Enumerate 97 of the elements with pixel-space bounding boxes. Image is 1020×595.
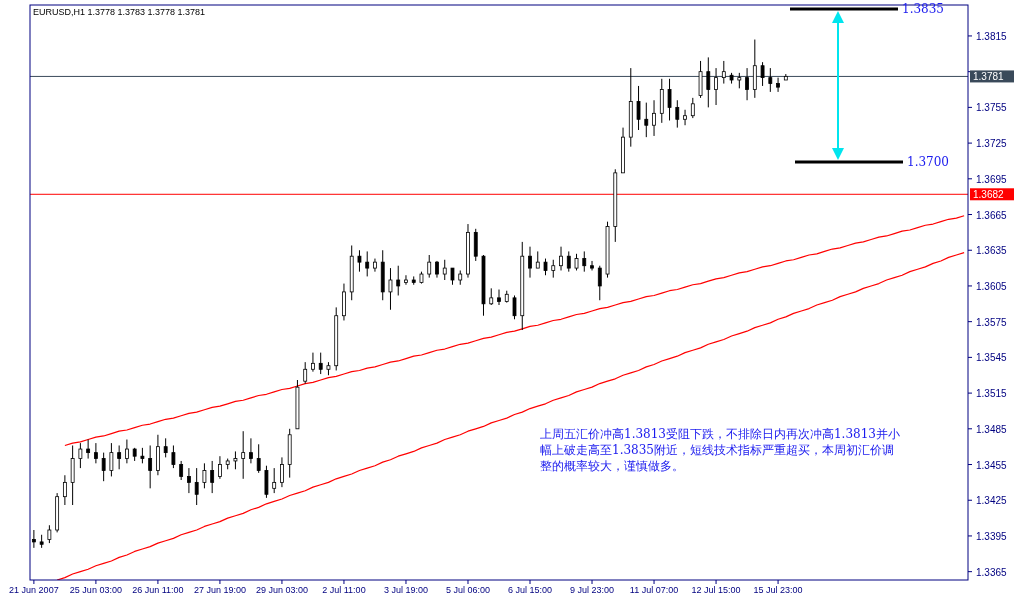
candlestick bbox=[714, 67, 718, 106]
x-tick-label: 2 Jul 11:00 bbox=[322, 585, 366, 595]
candlestick bbox=[163, 437, 168, 458]
annotation: 上周五汇价冲高1.3813受阻下跌，不排除日内再次冲高1.3813并小幅上破走高至1.3835附近，短线技术指标严重超买，本周初汇价调整的概率较大，谨慎做多。 bbox=[540, 426, 900, 474]
candlestick bbox=[303, 361, 308, 385]
candlestick bbox=[125, 439, 129, 464]
candlestick bbox=[706, 56, 711, 108]
candlestick bbox=[644, 102, 649, 138]
candlestick bbox=[566, 250, 571, 273]
candlestick bbox=[78, 442, 83, 469]
y-tick-label: 1.3425 bbox=[976, 495, 1008, 507]
candlestick bbox=[667, 78, 672, 121]
candlestick bbox=[760, 61, 765, 87]
candlestick bbox=[117, 444, 122, 470]
annotation: 1.3700 bbox=[907, 155, 949, 169]
ref-line-label: 1.3682 bbox=[973, 189, 1005, 201]
y-tick-label: 1.3365 bbox=[976, 566, 1008, 578]
x-tick-label: 11 Jul 07:00 bbox=[629, 585, 679, 595]
candlestick bbox=[342, 283, 346, 321]
chart-title: EURUSD,H1 1.3778 1.3783 1.3778 1.3781 bbox=[33, 7, 206, 17]
candlestick bbox=[776, 77, 780, 93]
y-tick-label: 1.3755 bbox=[976, 102, 1008, 114]
y-tick-label: 1.3695 bbox=[976, 173, 1008, 185]
candlestick bbox=[721, 60, 726, 85]
y-tick-label: 1.3635 bbox=[976, 245, 1008, 257]
x-tick-label: 12 Jul 15:00 bbox=[691, 585, 741, 595]
candlestick bbox=[365, 250, 370, 277]
y-tick-label: 1.3725 bbox=[976, 138, 1008, 150]
candlestick bbox=[404, 274, 408, 286]
candlestick bbox=[559, 246, 563, 271]
x-tick-label: 25 Jun 03:00 bbox=[69, 585, 122, 595]
candlestick bbox=[318, 352, 323, 375]
y-tick-label: 1.3485 bbox=[976, 423, 1008, 435]
x-tick-label: 27 Jun 19:00 bbox=[193, 585, 246, 595]
candlestick bbox=[528, 246, 532, 279]
candlestick bbox=[597, 265, 602, 301]
candlestick bbox=[148, 444, 153, 489]
candlestick bbox=[264, 465, 269, 499]
candlestick bbox=[652, 99, 656, 137]
candlestick bbox=[675, 99, 680, 129]
y-tick-label: 1.3815 bbox=[976, 30, 1008, 42]
candlestick bbox=[187, 467, 191, 494]
candlestick bbox=[357, 249, 362, 273]
candlestick bbox=[93, 442, 98, 464]
ref-line-label: 1.3781 bbox=[973, 71, 1005, 83]
x-tick-label: 21 Jun 2007 bbox=[9, 585, 59, 595]
candlestick bbox=[280, 456, 284, 488]
y-tick-label: 1.3605 bbox=[976, 280, 1008, 292]
y-tick-label: 1.3665 bbox=[976, 209, 1008, 221]
candlestick bbox=[241, 430, 246, 480]
annotation: 1.3835 bbox=[902, 2, 944, 16]
candlestick bbox=[768, 67, 773, 93]
candlestick bbox=[698, 60, 703, 99]
x-tick-label: 26 Jun 11:00 bbox=[132, 585, 184, 595]
candlestick bbox=[249, 437, 253, 464]
candlestick bbox=[70, 444, 75, 506]
x-tick-label: 9 Jul 23:00 bbox=[570, 585, 615, 595]
candlestick bbox=[683, 109, 687, 126]
candlestick bbox=[396, 265, 401, 296]
candlestick bbox=[171, 444, 176, 469]
y-tick-label: 1.3575 bbox=[976, 316, 1008, 328]
candlestick bbox=[442, 259, 447, 281]
x-tick-label: 6 Jul 15:00 bbox=[507, 585, 553, 595]
candlestick bbox=[752, 39, 757, 99]
candlestick bbox=[109, 442, 114, 477]
candlestick bbox=[86, 439, 91, 460]
y-tick-label: 1.3515 bbox=[976, 388, 1008, 400]
y-tick-label: 1.3395 bbox=[976, 530, 1008, 542]
candlestick bbox=[194, 467, 199, 506]
candlestick bbox=[388, 267, 393, 311]
candlestick bbox=[659, 78, 664, 124]
candlestick bbox=[497, 289, 501, 306]
x-tick-label: 3 Jul 19:00 bbox=[383, 585, 428, 595]
candlestick bbox=[156, 434, 160, 476]
candlestick bbox=[745, 67, 749, 101]
candlestick bbox=[311, 352, 315, 373]
candlestick bbox=[590, 260, 594, 271]
candlestick bbox=[512, 294, 517, 320]
candlestick bbox=[473, 228, 478, 262]
candlestick bbox=[210, 460, 215, 494]
candlestick bbox=[62, 474, 67, 506]
x-tick-label: 5 Jul 06:00 bbox=[445, 585, 491, 595]
y-tick-label: 1.3455 bbox=[976, 459, 1008, 471]
candlestick bbox=[179, 460, 184, 481]
x-tick-label: 29 Jun 03:00 bbox=[255, 585, 308, 595]
candlestick bbox=[636, 85, 641, 131]
candlestick bbox=[218, 455, 222, 480]
candlestick bbox=[582, 250, 587, 273]
y-tick-label: 1.3545 bbox=[976, 352, 1008, 364]
candlestick bbox=[31, 529, 36, 549]
candlestick bbox=[202, 462, 207, 489]
candlestick bbox=[272, 467, 277, 494]
candlestick bbox=[690, 97, 695, 119]
candlestick bbox=[256, 443, 261, 474]
candlestick bbox=[427, 254, 432, 279]
x-tick-label: 15 Jul 23:00 bbox=[753, 585, 803, 595]
candlestick bbox=[101, 452, 106, 482]
